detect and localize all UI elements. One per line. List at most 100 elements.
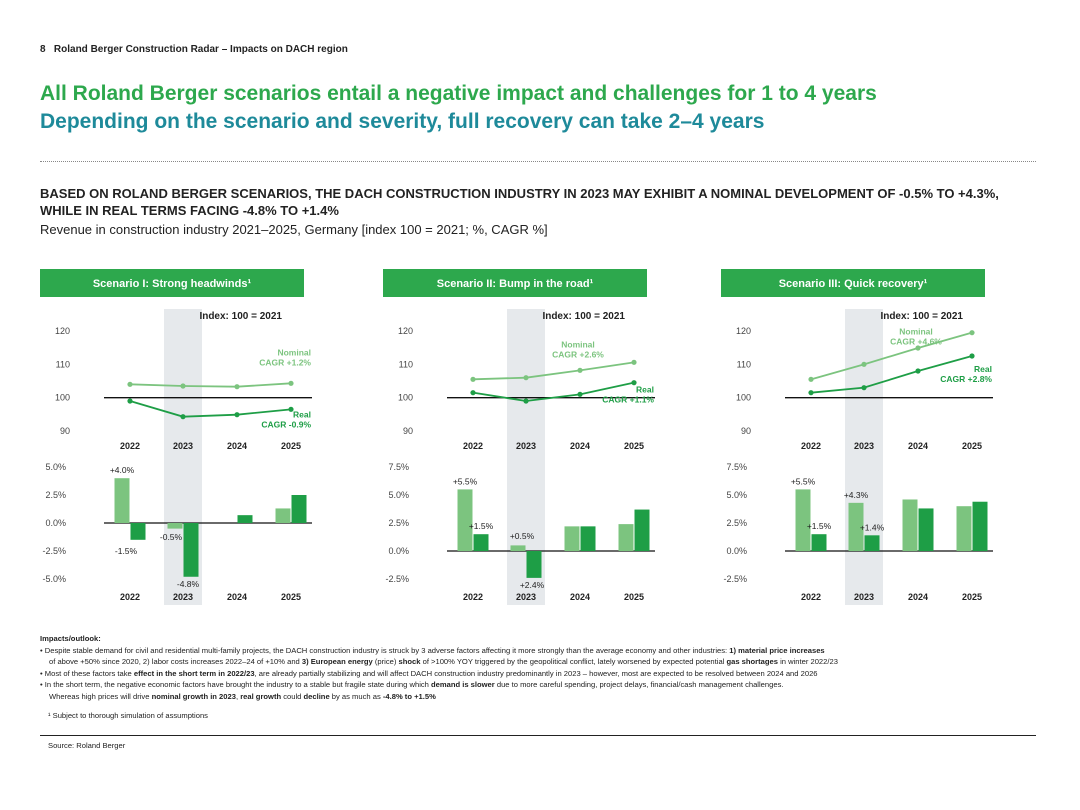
bar-y-tick: 5.0% <box>45 462 66 472</box>
nominal-index-point <box>234 384 240 390</box>
nominal-index-line <box>810 331 973 381</box>
real-growth-bar <box>634 509 650 551</box>
impact-bullet-1: • Despite stable demand for civil and re… <box>40 645 825 655</box>
real-growth-bar <box>864 535 880 551</box>
nominal-index-point <box>523 375 529 381</box>
real-growth-label: +1.4% <box>860 522 885 532</box>
bar-y-tick: -2.5% <box>42 546 66 556</box>
line-x-tick: 2025 <box>624 441 644 451</box>
impacts-heading: Impacts/outlook: <box>40 634 101 643</box>
nominal-growth-label: +0.5% <box>510 531 535 541</box>
line-y-tick: 100 <box>55 393 70 403</box>
real-growth-bar <box>580 526 596 551</box>
nominal-growth-label: +5.5% <box>453 476 478 486</box>
nominal-index-point <box>969 330 975 336</box>
line-x-tick: 2022 <box>463 441 483 451</box>
nominal-cagr-label: CAGR +2.6% <box>552 350 604 360</box>
nominal-cagr-label: CAGR +4.6% <box>890 336 942 346</box>
bar-y-tick: -2.5% <box>385 574 409 584</box>
scenario-header-bar <box>40 269 304 297</box>
scenario-header-bar <box>721 269 985 297</box>
nominal-growth-label: +5.5% <box>791 476 816 486</box>
line-y-tick: 110 <box>737 359 751 369</box>
bar-x-tick: 2023 <box>173 592 193 602</box>
highlight-column <box>845 309 883 605</box>
real-growth-label: +2.4% <box>520 580 545 590</box>
nominal-growth-label: -0.5% <box>160 532 183 542</box>
scenario-title: Scenario III: Quick recovery¹ <box>779 278 928 290</box>
real-index-point <box>180 414 186 420</box>
footer-rule <box>40 735 1036 736</box>
impacts-outlook: Impacts/outlook: • Despite stable demand… <box>40 633 1040 703</box>
real-growth-bar <box>183 523 199 577</box>
nominal-index-point <box>808 376 814 382</box>
line-y-tick: 120 <box>55 326 70 336</box>
line-y-tick: 90 <box>60 426 70 436</box>
impact-bullet-2: • Most of these factors take effect in t… <box>40 668 818 678</box>
bar-x-tick: 2024 <box>570 592 590 602</box>
scenario-1-chart: Scenario I: Strong headwinds¹ Index: 100 … <box>40 269 312 605</box>
line-y-tick: 100 <box>398 393 413 403</box>
nominal-growth-bar <box>618 524 634 551</box>
real-index-line <box>810 355 973 394</box>
scenario-title: Scenario II: Bump in the road¹ <box>437 278 594 290</box>
real-growth-bar <box>972 501 988 551</box>
nominal-growth-bar <box>167 523 183 529</box>
bar-x-tick: 2023 <box>516 592 536 602</box>
bar-y-tick: 5.0% <box>388 490 409 500</box>
chart-subtitle: Revenue in construction industry 2021–20… <box>40 222 548 237</box>
real-index-point <box>861 385 867 391</box>
line-x-tick: 2024 <box>908 441 928 451</box>
page-number: 8 <box>40 44 46 55</box>
line-y-tick: 120 <box>398 326 413 336</box>
real-growth-label: -4.8% <box>177 579 200 589</box>
bar-y-tick: 0.0% <box>388 546 409 556</box>
real-series-label: Real <box>293 409 311 419</box>
line-y-tick: 90 <box>403 426 413 436</box>
line-y-tick: 100 <box>736 393 751 403</box>
bar-x-tick: 2025 <box>624 592 644 602</box>
source-note: Source: Roland Berger <box>48 741 126 750</box>
nominal-index-point <box>470 376 476 382</box>
line-x-tick: 2022 <box>801 441 821 451</box>
bar-y-tick: 2.5% <box>726 518 747 528</box>
nominal-growth-bar <box>564 526 580 551</box>
real-index-point <box>631 380 637 386</box>
real-index-point <box>234 412 240 418</box>
index-label: Index: 100 = 2021 <box>542 311 625 322</box>
dotted-divider <box>40 161 1036 162</box>
nominal-index-point <box>915 345 921 351</box>
real-cagr-label: CAGR +2.8% <box>940 374 992 384</box>
real-index-point <box>808 390 814 396</box>
scenario-2-chart: Scenario II: Bump in the road¹ Index: 100… <box>383 269 655 605</box>
real-index-point <box>470 390 476 396</box>
bar-y-tick: -5.0% <box>42 574 66 584</box>
real-growth-bar <box>473 534 489 551</box>
line-x-tick: 2025 <box>962 441 982 451</box>
headline-line1: All Roland Berger scenarios entail a neg… <box>40 82 877 105</box>
real-index-point <box>127 398 133 404</box>
line-x-tick: 2025 <box>281 441 301 451</box>
real-growth-bar <box>237 515 253 523</box>
real-index-point <box>915 368 921 374</box>
line-x-tick: 2023 <box>173 441 193 451</box>
real-growth-label: -1.5% <box>115 546 138 556</box>
nominal-growth-label: +4.3% <box>844 490 869 500</box>
bar-y-tick: 2.5% <box>388 518 409 528</box>
bar-y-tick: 7.5% <box>726 462 747 472</box>
headline-line2: Depending on the scenario and severity, … <box>40 110 765 133</box>
nominal-cagr-label: CAGR +1.2% <box>259 357 311 367</box>
real-growth-label: +1.5% <box>469 521 494 531</box>
nominal-growth-label: +4.0% <box>110 465 135 475</box>
nominal-index-point <box>861 361 867 367</box>
nominal-growth-bar <box>510 545 526 551</box>
nominal-index-point <box>631 359 637 365</box>
line-x-tick: 2022 <box>120 441 140 451</box>
scenario-header-bar <box>383 269 647 297</box>
chart-subtitle-bold: BASED ON ROLAND BERGER SCENARIOS, THE DA… <box>40 186 999 218</box>
nominal-index-line <box>472 361 635 381</box>
bar-y-tick: 7.5% <box>388 462 409 472</box>
nominal-index-line <box>129 382 292 388</box>
nominal-growth-bar <box>114 478 130 523</box>
nominal-growth-bar <box>457 489 473 551</box>
